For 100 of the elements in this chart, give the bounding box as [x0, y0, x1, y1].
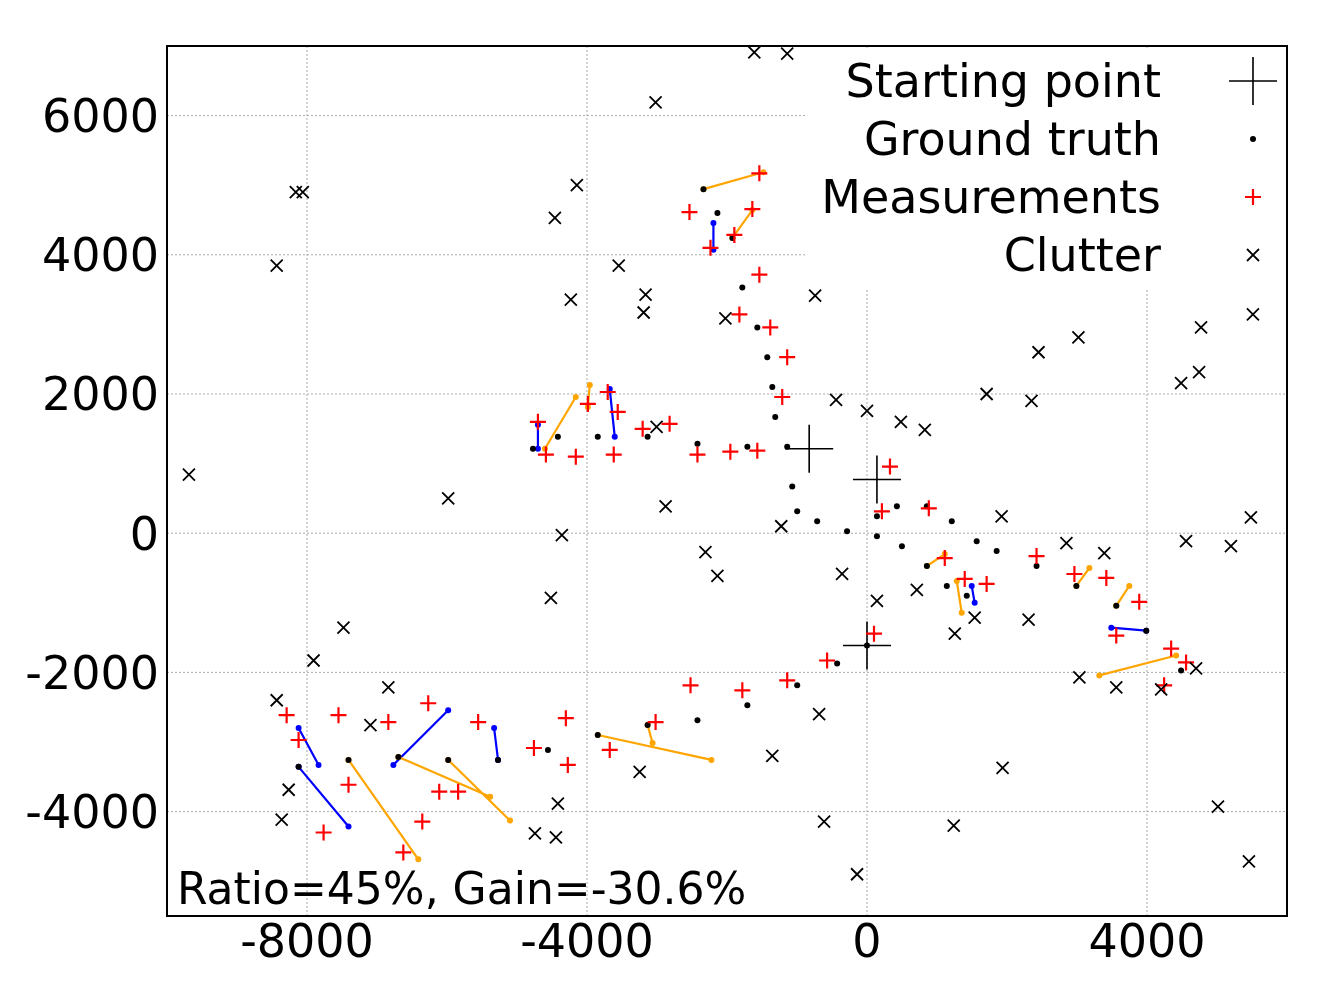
x-tick-label: 4000 [1088, 913, 1206, 968]
point [893, 503, 900, 510]
point [779, 672, 796, 689]
point [1108, 624, 1115, 631]
point [529, 445, 536, 452]
point [1086, 565, 1093, 571]
point [1028, 548, 1045, 565]
point [694, 440, 701, 447]
point [567, 448, 584, 465]
point [529, 413, 546, 430]
point [866, 625, 882, 642]
point [487, 793, 494, 800]
point [1126, 582, 1133, 589]
point [943, 582, 950, 589]
point [754, 324, 761, 331]
point [470, 714, 487, 731]
point [689, 446, 706, 463]
point [380, 714, 397, 731]
point [779, 349, 796, 366]
y-tick-label: 6000 [41, 88, 159, 143]
point [290, 731, 307, 748]
point [525, 739, 542, 756]
point [534, 445, 541, 452]
point [968, 582, 975, 589]
point [785, 424, 834, 473]
point [873, 513, 880, 520]
point [1178, 654, 1195, 671]
point [414, 813, 431, 830]
point [762, 319, 779, 336]
point [605, 446, 622, 463]
legend-label: Ground truth [863, 112, 1161, 166]
point [739, 284, 746, 291]
point [764, 354, 771, 361]
legend-label: Starting point [845, 54, 1161, 108]
point [649, 739, 656, 746]
point [873, 533, 880, 540]
point [958, 609, 965, 616]
x-tick-label: -8000 [240, 913, 374, 968]
point [507, 817, 513, 824]
point [1066, 565, 1083, 582]
point [794, 508, 801, 515]
point [714, 210, 721, 217]
point [956, 570, 973, 587]
annotation: Ratio=45%, Gain=-30.6% [177, 863, 747, 914]
point [579, 395, 596, 412]
y-tick-label: -4000 [25, 784, 159, 839]
point [315, 824, 332, 841]
point [1178, 667, 1185, 674]
point [1173, 652, 1180, 659]
point [1098, 569, 1115, 586]
y-tick-label: -2000 [25, 645, 159, 700]
point [744, 443, 751, 450]
point [948, 518, 955, 525]
point [1096, 672, 1103, 679]
point [599, 383, 616, 400]
point [734, 682, 751, 699]
point [340, 776, 357, 793]
point [702, 239, 719, 256]
point [609, 403, 626, 420]
point [661, 415, 678, 432]
y-tick-label: 4000 [41, 228, 159, 283]
point [834, 660, 841, 667]
point [682, 677, 699, 694]
legend-label: Clutter [1003, 228, 1161, 282]
point [537, 446, 554, 463]
point [295, 725, 302, 732]
point [557, 710, 574, 727]
point [708, 756, 715, 763]
point [315, 761, 322, 768]
point [601, 741, 618, 758]
point [814, 518, 821, 525]
point [554, 433, 561, 440]
point [978, 575, 995, 592]
point [611, 433, 618, 440]
point [993, 548, 1000, 555]
point [774, 388, 791, 405]
point [819, 652, 836, 669]
point [1108, 627, 1125, 644]
point [644, 433, 651, 440]
point [751, 266, 768, 283]
point [751, 165, 768, 182]
point [278, 707, 295, 724]
point [726, 226, 743, 243]
point [345, 823, 352, 830]
point [1131, 593, 1148, 610]
point [390, 761, 397, 768]
point [744, 702, 751, 709]
point [794, 682, 801, 689]
point [772, 413, 779, 420]
point [445, 707, 452, 714]
x-tick-label: 0 [852, 913, 882, 968]
point [936, 550, 953, 567]
y-tick-label: 2000 [41, 367, 159, 422]
point [789, 483, 796, 490]
point [450, 783, 467, 800]
point [681, 204, 698, 221]
point [722, 443, 739, 460]
point [491, 725, 498, 732]
point [769, 384, 776, 391]
point [395, 844, 412, 861]
